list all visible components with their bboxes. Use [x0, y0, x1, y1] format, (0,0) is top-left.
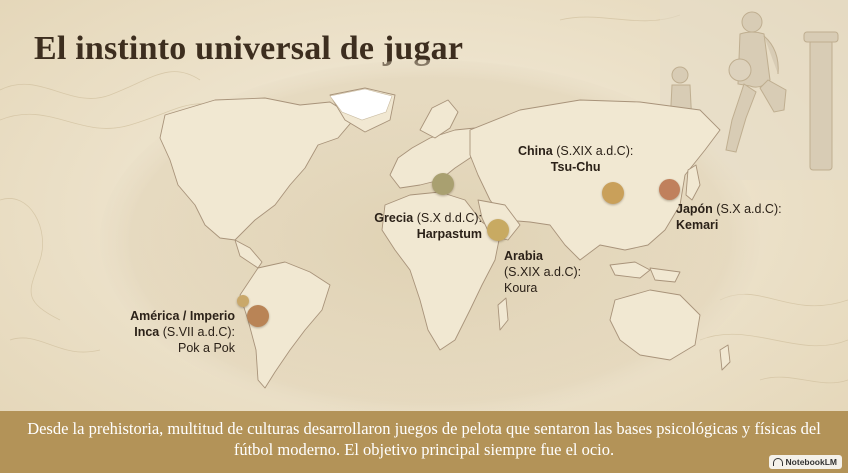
- marker-inca[interactable]: [247, 305, 269, 327]
- arabia-name: Arabia: [504, 249, 543, 263]
- inca-name: América / Imperio: [130, 309, 235, 323]
- marker-greece[interactable]: [432, 173, 454, 195]
- inca-name-2: Inca: [134, 325, 160, 339]
- notebooklm-icon: [772, 458, 783, 466]
- label-arabia: Arabia (S.XIX a.d.C): Koura: [504, 248, 581, 296]
- relief-sculpture-image: [669, 11, 839, 171]
- japan-name: Japón: [676, 202, 713, 216]
- china-date: (S.XIX a.d.C):: [556, 144, 634, 158]
- footer-band: [0, 411, 848, 473]
- greece-name: Grecia: [374, 211, 414, 225]
- arabia-date: (S.XIX a.d.C):: [504, 265, 582, 279]
- greece-date: (S.X d.d.C):: [416, 211, 482, 225]
- china-name: China: [518, 144, 553, 158]
- japan-game: Kemari: [676, 218, 719, 232]
- china-game: Tsu-Chu: [550, 160, 601, 174]
- label-inca: América / Imperio Inca (S.VII a.d.C): Po…: [113, 308, 235, 356]
- marker-america-small[interactable]: [237, 295, 249, 307]
- japan-date: (S.X a.d.C):: [716, 202, 782, 216]
- brand-label: NotebookLM: [785, 457, 837, 467]
- inca-date: (S.VII a.d.C):: [162, 325, 235, 339]
- label-greece: Grecia (S.X d.d.C): Harpastum: [362, 210, 482, 242]
- label-china: China (S.XIX a.d.C): Tsu-Chu: [518, 143, 633, 175]
- footer-text: Desde la prehistoria, multitud de cultur…: [27, 419, 821, 459]
- label-japan: Japón (S.X a.d.C): Kemari: [676, 201, 782, 233]
- marker-arabia[interactable]: [487, 219, 509, 241]
- greece-game: Harpastum: [416, 227, 482, 241]
- inca-game: Pok a Pok: [178, 341, 235, 355]
- marker-china[interactable]: [602, 182, 624, 204]
- marker-japan[interactable]: [659, 179, 680, 200]
- notebooklm-badge: NotebookLM: [768, 455, 842, 469]
- page-title: El instinto universal de jugar: [34, 30, 464, 67]
- arabia-game: Koura: [504, 281, 538, 295]
